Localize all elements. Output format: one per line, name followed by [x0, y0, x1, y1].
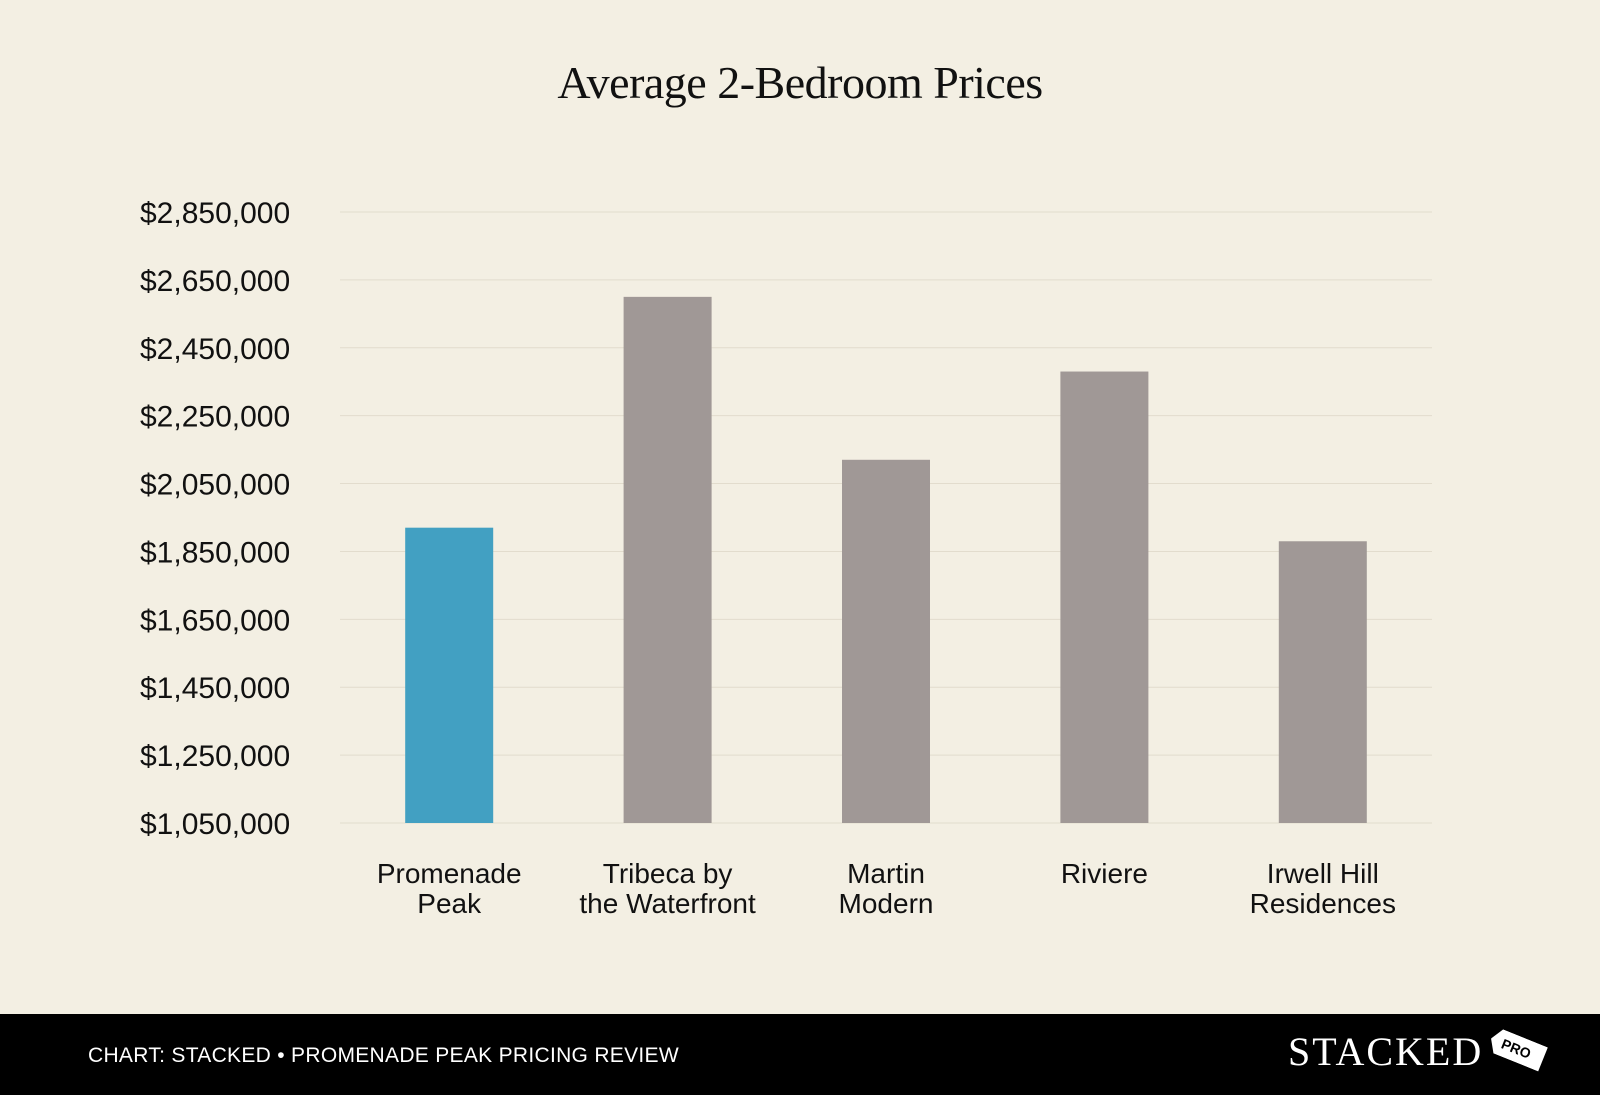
brand-wordmark: STACKED — [1288, 1029, 1484, 1074]
chart-title: Average 2-Bedroom Prices — [557, 57, 1043, 108]
x-tick-label: the Waterfront — [579, 888, 756, 919]
x-tick-label: Riviere — [1061, 858, 1148, 889]
y-tick-label: $2,450,000 — [140, 333, 290, 366]
y-tick-label: $1,050,000 — [140, 808, 290, 841]
x-tick-label: Martin — [847, 858, 925, 889]
y-tick-label: $1,250,000 — [140, 740, 290, 773]
x-tick-label: Modern — [839, 888, 934, 919]
footer-caption: CHART: STACKED • PROMENADE PEAK PRICING … — [88, 1044, 679, 1067]
bar — [405, 527, 494, 823]
y-tick-label: $2,250,000 — [140, 401, 290, 434]
y-tick-label: $2,650,000 — [140, 265, 290, 298]
x-tick-label: Residences — [1250, 888, 1396, 919]
y-tick-label: $1,650,000 — [140, 604, 290, 637]
y-tick-label: $1,850,000 — [140, 536, 290, 569]
bar-chart: $1,050,000 $1,250,000 $1,450,000 $1,650,000… — [140, 197, 1432, 919]
y-tick-label: $1,450,000 — [140, 672, 290, 705]
x-tick-label: Peak — [417, 888, 482, 919]
x-tick-label: Tribeca by — [603, 858, 733, 889]
pro-badge: PRO — [1486, 1026, 1548, 1071]
bar — [1060, 371, 1149, 823]
x-tick-label: Irwell Hill — [1267, 858, 1379, 889]
x-tick-label: Promenade — [377, 858, 522, 889]
y-tick-label: $2,850,000 — [140, 197, 290, 230]
bar — [623, 296, 712, 824]
bar — [1278, 541, 1367, 823]
footer-bar: CHART: STACKED • PROMENADE PEAK PRICING … — [0, 1014, 1600, 1095]
stacked-pro-logo: STACKED PRO — [1288, 1028, 1546, 1075]
y-tick-label: $2,050,000 — [140, 469, 290, 502]
bar — [842, 459, 930, 823]
